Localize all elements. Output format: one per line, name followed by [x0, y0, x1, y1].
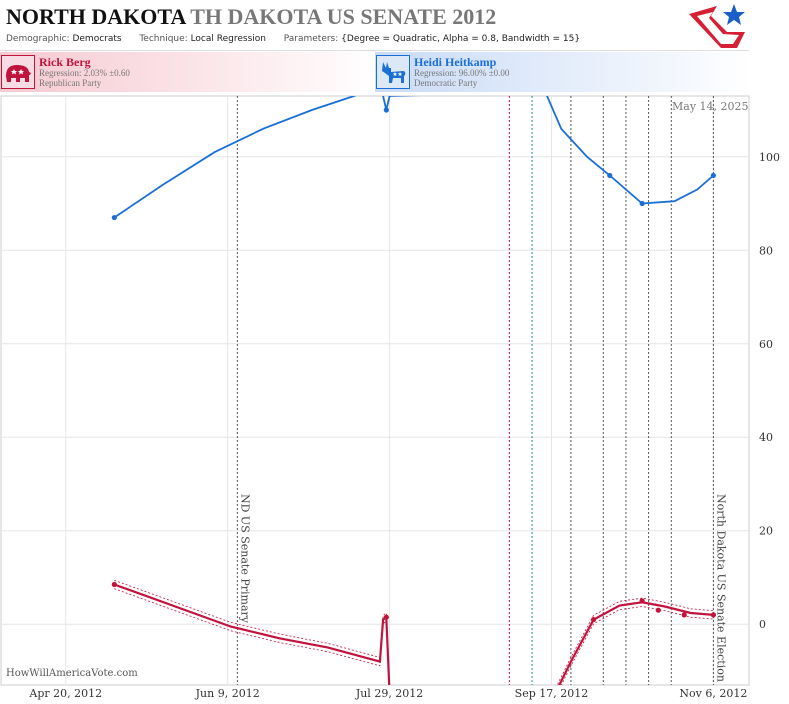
data-point [383, 107, 389, 113]
y-tick-label: 0 [759, 618, 766, 631]
demographic-label: Demographic: [6, 34, 70, 44]
x-tick-label: Apr 20, 2012 [28, 687, 102, 700]
x-tick-label: Jun 9, 2012 [195, 687, 260, 700]
title-state: NORTH DAKOTA [6, 4, 186, 29]
candidate-dem-panel: Heidi Heitkamp Regression: 96.00% ±0.00 … [375, 52, 750, 92]
parameters-value: {Degree = Quadratic, Alpha = 0.8, Bandwi… [341, 34, 581, 44]
event-label: ND US Senate Primary [238, 494, 251, 624]
candidate-rep-regression: Regression: 2.03% ±0.60 [39, 68, 130, 78]
title-race: TH DAKOTA US SENATE 2012 [190, 4, 497, 29]
donkey-icon [376, 55, 410, 89]
candidate-rep-party: Republican Party [39, 78, 102, 88]
data-point [383, 614, 389, 620]
data-point [639, 598, 645, 604]
y-tick-label: 80 [759, 244, 773, 257]
series-line [113, 96, 714, 219]
data-point [710, 612, 716, 618]
datestamp: May 14, 2025 [672, 100, 749, 113]
header: NORTH DAKOTA TH DAKOTA US SENATE 2012 De… [0, 0, 749, 51]
candidate-dem-name: Heidi Heitkamp [414, 55, 497, 69]
x-tick-label: Jul 29, 2012 [355, 687, 424, 700]
x-tick-label: Nov 6, 2012 [679, 687, 747, 700]
event-label: North Dakota US Senate Election [714, 494, 727, 682]
data-point [111, 581, 117, 588]
y-tick-label: 100 [759, 151, 780, 164]
parameters-label: Parameters: [283, 34, 339, 44]
candidate-dem-regression: Regression: 96.00% ±0.00 [414, 68, 510, 78]
series-group [111, 96, 716, 685]
y-tick-label: 60 [759, 338, 773, 351]
candidate-rep-name: Rick Berg [39, 55, 91, 69]
technique-label: Technique: [139, 34, 188, 44]
technique-value: Local Regression [190, 34, 266, 44]
data-point [607, 172, 613, 179]
site-credit: HowWillAmericaVote.com [6, 668, 138, 679]
site-logo-icon [689, 4, 745, 48]
series-band-upper [114, 579, 714, 685]
data-point [590, 616, 597, 623]
plot-frame [0, 95, 750, 686]
candidate-dem-party: Democratic Party [414, 78, 478, 88]
y-tick-label: 40 [759, 431, 773, 444]
demographic-value: Democrats [72, 34, 122, 44]
data-point [655, 607, 661, 613]
x-tick-label: Sep 17, 2012 [515, 687, 589, 700]
elephant-icon [1, 55, 35, 89]
series-band-lower [114, 588, 714, 685]
data-point [710, 172, 716, 179]
series-line [113, 583, 714, 685]
data-point [681, 612, 687, 618]
data-point [111, 214, 117, 221]
candidate-rep-panel: Rick Berg Regression: 2.03% ±0.60 Republ… [0, 52, 375, 92]
subtitle: Demographic: Democrats Technique: Local … [6, 34, 580, 44]
y-tick-label: 20 [759, 525, 773, 538]
data-point [639, 200, 645, 207]
page-title: NORTH DAKOTA TH DAKOTA US SENATE 2012 [6, 4, 496, 30]
